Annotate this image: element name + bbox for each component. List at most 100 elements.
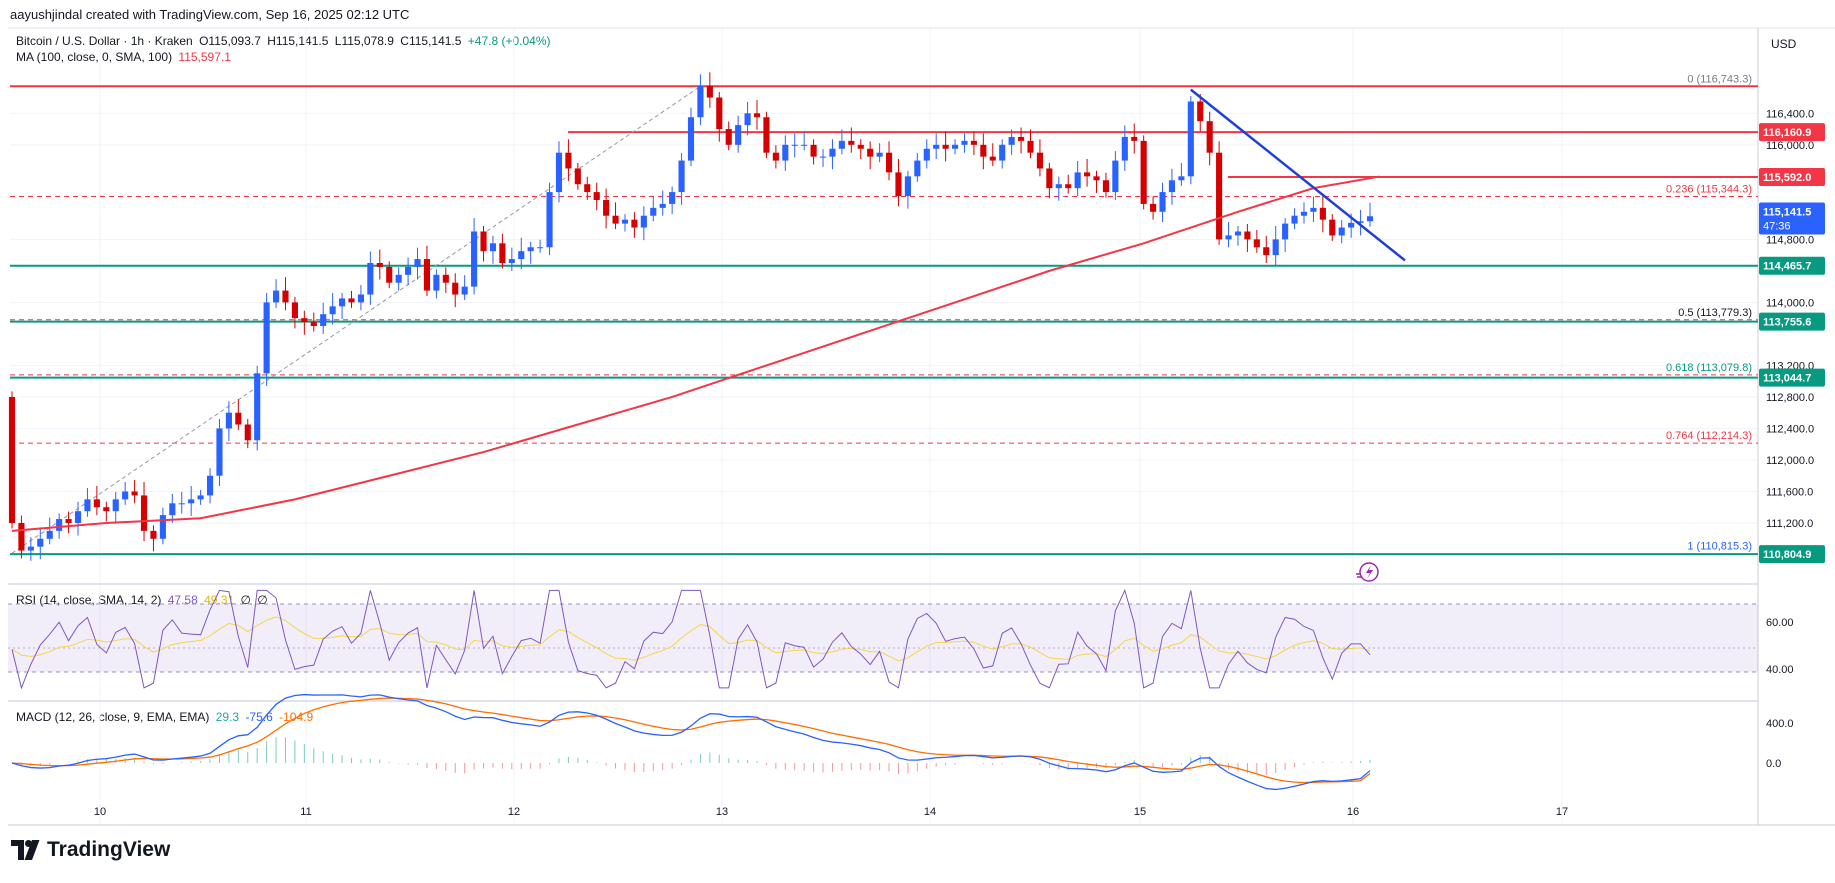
- price-tick-9: 111,200.0: [1766, 518, 1813, 530]
- time-label-4: 14: [924, 806, 936, 818]
- candle-body-21: [206, 475, 214, 496]
- rsi-tick-1: 40.00: [1766, 664, 1794, 676]
- candle-body-69: [659, 203, 666, 208]
- macd-hist-value: 29.3: [215, 710, 240, 724]
- candle-body-98: [933, 144, 940, 149]
- ma-label[interactable]: MA (100, close, 0, SMA, 100): [16, 50, 173, 64]
- ma-legend: MA (100, close, 0, SMA, 100) 115,597.1: [16, 50, 234, 64]
- candle-body-107: [1018, 136, 1025, 141]
- candle-body-1: [18, 523, 25, 551]
- candle-body-117: [1112, 160, 1119, 193]
- candle-body-30: [291, 302, 298, 319]
- candle-body-131: [1244, 231, 1251, 240]
- candle-body-50: [480, 231, 487, 252]
- pane-divider-rsi[interactable]: [8, 583, 1758, 585]
- macd-label[interactable]: MACD (12, 26, close, 9, EMA, EMA): [16, 710, 210, 724]
- pane-divider-macd[interactable]: [8, 700, 1758, 702]
- candle-body-60: [574, 168, 581, 185]
- axes: 116,400.0 116,000.0 114,800.0 114,000.0 113,…: [94, 73, 1825, 818]
- candle-body-17: [169, 503, 176, 516]
- currency-label[interactable]: USD: [1771, 37, 1797, 51]
- candle-body-139: [1319, 207, 1326, 220]
- candle-body-113: [1074, 172, 1081, 189]
- candle-body-23: [225, 412, 232, 429]
- candle-body-141: [1338, 227, 1345, 236]
- symbol-label[interactable]: Bitcoin / U.S. Dollar · 1h · Kraken: [16, 34, 193, 48]
- candle-body-125: [1187, 101, 1194, 177]
- candle-body-129: [1225, 235, 1232, 240]
- time-label-7: 17: [1556, 806, 1568, 818]
- candle-body-53: [508, 259, 515, 263]
- candle-body-142: [1348, 222, 1355, 228]
- candle-body-2: [27, 546, 34, 551]
- candle-body-39: [376, 262, 383, 267]
- candle-body-96: [914, 160, 921, 177]
- candle-body-77: [735, 125, 742, 145]
- candle-body-8: [84, 499, 91, 512]
- author-line: aayushjindal created with TradingView.co…: [10, 7, 410, 22]
- candle-body-91: [867, 148, 874, 157]
- candle-body-122: [1159, 192, 1166, 212]
- rsi-label[interactable]: RSI (14, close, SMA, 14, 2): [16, 593, 162, 607]
- time-label-0: 10: [94, 806, 106, 818]
- candle-body-100: [951, 144, 959, 149]
- fib-label-f1: 1 (110,815.3): [1687, 540, 1752, 552]
- candle-body-40: [386, 266, 393, 283]
- fib-label-f5: 0.5 (113,779.3): [1678, 307, 1752, 319]
- candle-body-121: [1150, 203, 1157, 212]
- candle-body-118: [1121, 136, 1128, 161]
- candle-body-16: [159, 515, 166, 539]
- candle-body-6: [65, 519, 72, 523]
- candle-body-41: [395, 274, 402, 283]
- candle-body-58: [555, 152, 563, 193]
- candle-body-70: [669, 192, 676, 204]
- candle-body-35: [339, 298, 346, 307]
- candle-body-144: [1366, 216, 1374, 222]
- candle-body-15: [150, 530, 157, 539]
- candle-body-108: [1027, 140, 1034, 153]
- tradingview-logo[interactable]: TradingView: [11, 838, 170, 862]
- candle-body-103: [980, 144, 987, 157]
- candle-body-20: [197, 495, 204, 500]
- candle-body-99: [942, 144, 949, 149]
- candle-body-43: [414, 259, 421, 267]
- fib-label-f764: 0.764 (112,214.3): [1666, 430, 1752, 442]
- candle-body-88: [838, 140, 845, 149]
- rsi-extra-1: ∅: [240, 593, 251, 607]
- change-value: +47.8 (+0.04%): [467, 34, 551, 48]
- rsi-extra-2: ∅: [257, 593, 268, 607]
- candle-body-65: [621, 219, 629, 224]
- candle-body-24: [235, 412, 242, 425]
- candle-body-143: [1357, 221, 1364, 223]
- price-tick-3: 114,000.0: [1766, 297, 1814, 309]
- candle-body-22: [216, 428, 223, 476]
- candle-body-55: [527, 247, 534, 252]
- rsi-value: 47.58: [167, 593, 198, 607]
- current-price-tag: 115,141.5: [1763, 206, 1811, 218]
- open-value: O115,093.7: [199, 34, 261, 48]
- candle-body-5: [56, 519, 63, 531]
- candle-body-128: [1216, 152, 1223, 240]
- price-tag-bg-t115592: [1759, 167, 1825, 186]
- current-price-bg: [1759, 202, 1825, 235]
- candle-body-124: [1178, 176, 1185, 181]
- price-tag-t116160: 116,160.9: [1763, 127, 1811, 139]
- candle-body-136: [1291, 215, 1298, 224]
- time-label-2: 12: [508, 806, 520, 818]
- macd-tick-1: 0.0: [1766, 758, 1781, 770]
- main-legend: Bitcoin / U.S. Dollar · 1h · Kraken O115…: [16, 34, 554, 48]
- price-tag-bg-t110804: [1759, 545, 1825, 564]
- candle-body-109: [1036, 152, 1043, 169]
- candle-body-81: [772, 152, 779, 161]
- flash-icon[interactable]: [1356, 562, 1379, 582]
- candle-body-135: [1282, 223, 1289, 240]
- macd-signal-line: [11, 697, 1371, 784]
- price-tick-6: 112,400.0: [1766, 423, 1814, 435]
- candle-body-49: [471, 231, 478, 287]
- candle-body-120: [1140, 140, 1147, 204]
- candle-body-13: [131, 491, 138, 496]
- ma100-line: [11, 175, 1380, 532]
- candle-body-90: [857, 144, 864, 149]
- macd-line: [11, 693, 1371, 791]
